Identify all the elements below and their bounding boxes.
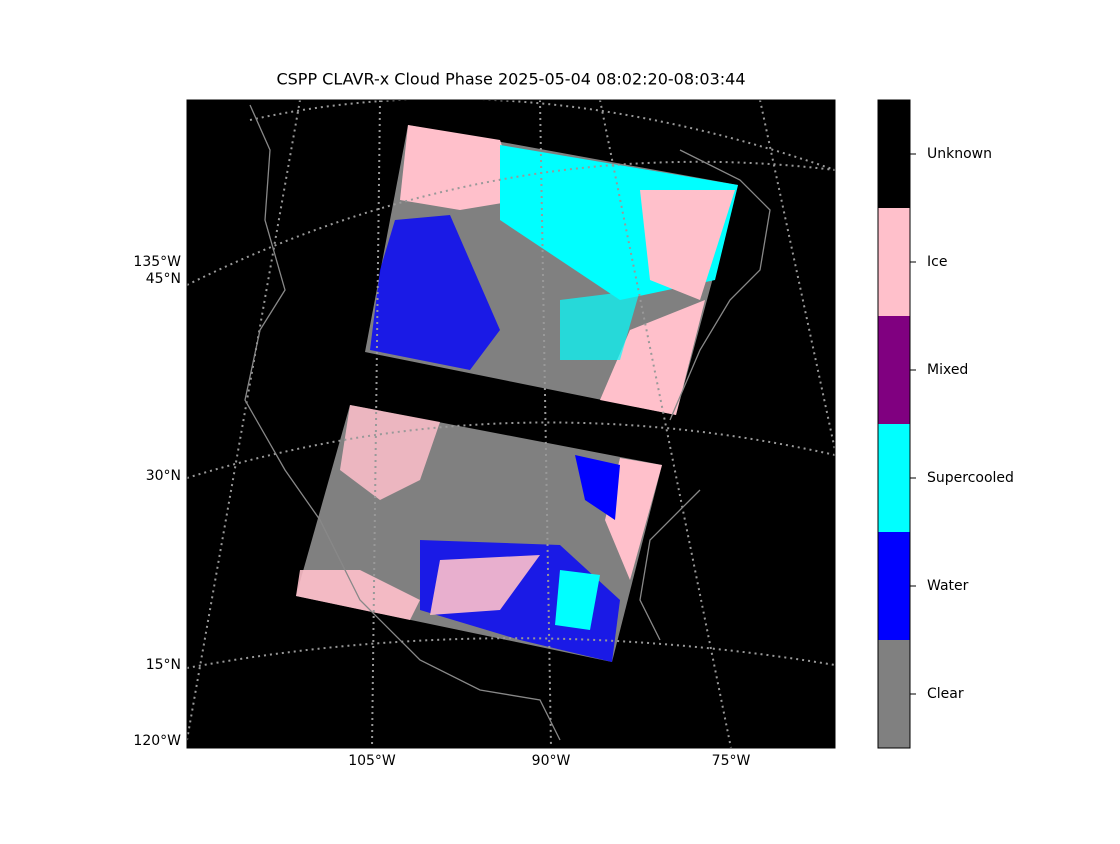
colorbar-segment: [878, 640, 910, 748]
ice-region: [340, 405, 440, 500]
axis-label: 15°N: [146, 657, 181, 673]
coastline: [669, 149, 771, 421]
supercooled-region: [560, 290, 640, 360]
colorbar-frame: [877, 99, 911, 749]
colorbar-label: Water: [927, 578, 969, 594]
colorbar-label: Unknown: [927, 146, 992, 162]
colorbar-label: Clear: [927, 686, 964, 702]
graticule: [539, 100, 552, 748]
axis-label: 75°W: [712, 753, 751, 769]
water-region: [370, 215, 500, 370]
coastline: [244, 104, 701, 741]
axis-label: 120°W: [133, 733, 181, 749]
ice-region: [430, 555, 540, 615]
colorbar-segment: [878, 316, 910, 424]
graticule: [599, 100, 732, 748]
graticule: [249, 100, 835, 171]
axis-label: 105°W: [348, 753, 396, 769]
ice-region: [640, 190, 735, 300]
map-content: [187, 100, 835, 748]
axis-label: 135°W: [133, 254, 181, 270]
colorbar-label: Supercooled: [927, 470, 1014, 486]
axis-label: 45°N: [146, 271, 181, 287]
graticule: [187, 160, 835, 286]
colorbar-label: Ice: [927, 254, 947, 270]
colorbar-label: Mixed: [927, 362, 968, 378]
axis-label: 90°W: [532, 753, 571, 769]
axis-label: 30°N: [146, 468, 181, 484]
map-frame: [186, 99, 836, 749]
colorbar-segment: [878, 532, 910, 640]
colorbar-segment: [878, 208, 910, 316]
title: CSPP CLAVR-x Cloud Phase 2025-05-04 08:0…: [276, 70, 745, 89]
graticule: [371, 100, 381, 748]
supercooled-region: [555, 570, 600, 630]
colorbar-segment: [878, 100, 910, 208]
ice-region: [600, 300, 705, 415]
graticule: [187, 100, 301, 741]
water-region: [575, 455, 620, 520]
ice-region: [605, 458, 662, 580]
ice-region: [400, 125, 520, 210]
colorbar-segment: [878, 424, 910, 532]
